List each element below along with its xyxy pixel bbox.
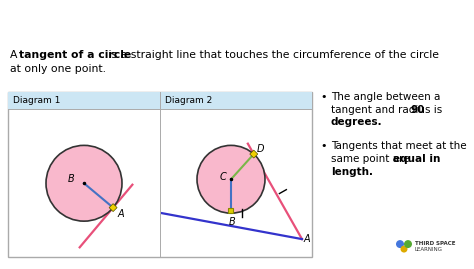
Circle shape	[46, 145, 122, 221]
Text: tangent of a circle: tangent of a circle	[19, 50, 131, 60]
Text: equal in: equal in	[393, 154, 440, 164]
Bar	[8, 91, 312, 109]
Text: •: •	[320, 91, 327, 101]
Text: B: B	[68, 174, 75, 184]
Text: B: B	[229, 217, 236, 227]
Text: •: •	[320, 141, 327, 151]
Text: at only one point.: at only one point.	[10, 64, 106, 74]
Circle shape	[197, 145, 265, 213]
Text: A: A	[10, 50, 21, 60]
Text: C: C	[220, 172, 227, 182]
Text: THIRD SPACE: THIRD SPACE	[415, 240, 456, 246]
Text: same point are: same point are	[331, 154, 413, 164]
Polygon shape	[250, 150, 258, 158]
Circle shape	[401, 246, 408, 253]
Bar	[228, 208, 234, 213]
Text: tangent and radius is: tangent and radius is	[331, 104, 446, 115]
Text: The angle between a: The angle between a	[331, 91, 440, 101]
Text: 90: 90	[411, 104, 425, 115]
Polygon shape	[109, 204, 117, 212]
Text: A: A	[304, 234, 310, 244]
Bar	[8, 91, 312, 257]
Text: Diagram 1: Diagram 1	[13, 95, 60, 105]
Text: Diagram 2: Diagram 2	[165, 95, 212, 105]
Circle shape	[396, 240, 404, 248]
Text: Tangents that meet at the: Tangents that meet at the	[331, 141, 466, 151]
Text: degrees.: degrees.	[331, 118, 383, 128]
Text: D: D	[257, 144, 264, 154]
Text: length.: length.	[331, 167, 373, 177]
Text: LEARNING: LEARNING	[415, 247, 443, 252]
Circle shape	[404, 240, 412, 248]
Text: is a straight line that touches the circumference of the circle: is a straight line that touches the circ…	[105, 50, 439, 60]
Text: A: A	[117, 208, 124, 219]
Text: Tangent of a circle: Tangent of a circle	[9, 11, 212, 30]
